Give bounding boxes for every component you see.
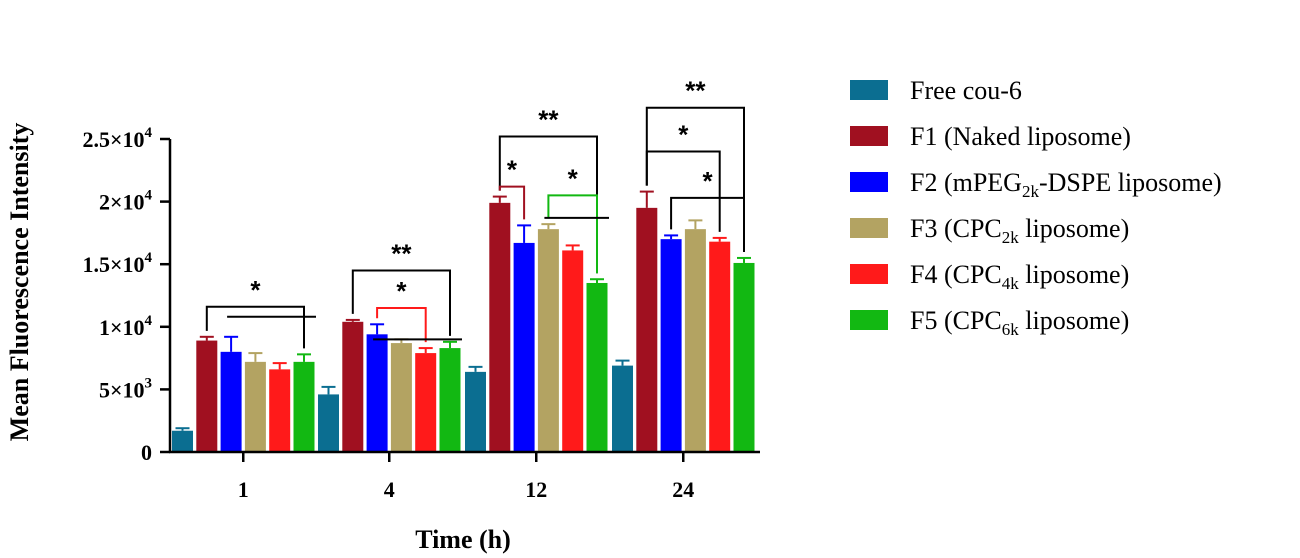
legend-label: F5 (CPC6k liposome) bbox=[910, 306, 1129, 339]
bar bbox=[172, 430, 193, 452]
y-tick-exponent: 4 bbox=[145, 188, 153, 204]
bar bbox=[244, 361, 266, 452]
legend-label-part: Free cou-6 bbox=[910, 76, 1022, 105]
bar bbox=[612, 365, 633, 452]
y-axis-title: Mean Fluorescence Intensity bbox=[5, 123, 34, 442]
legend-swatch bbox=[850, 264, 888, 284]
significance-bracket bbox=[351, 269, 451, 336]
x-tick-label: 12 bbox=[525, 477, 547, 502]
significance-label: * bbox=[702, 166, 713, 196]
y-tick-label: 5×103 bbox=[99, 375, 152, 402]
significance-label: ** bbox=[538, 104, 559, 134]
legend-swatch bbox=[850, 126, 888, 146]
significance-label: * bbox=[396, 276, 407, 306]
bar bbox=[439, 348, 461, 452]
legend-label-part: F4 (CPC bbox=[910, 260, 1002, 289]
y-tick-base: 5×10 bbox=[99, 377, 145, 402]
bar bbox=[220, 351, 242, 452]
bar bbox=[293, 361, 315, 452]
legend-label-part: liposome) bbox=[1019, 306, 1130, 335]
y-tick-label: 1.5×104 bbox=[82, 250, 152, 277]
y-tick-exponent: 4 bbox=[145, 125, 153, 141]
legend-label-part: -DSPE liposome) bbox=[1039, 168, 1222, 197]
bar bbox=[318, 394, 339, 452]
legend-label: F1 (Naked liposome) bbox=[910, 122, 1131, 151]
bar bbox=[342, 321, 364, 452]
x-tick-label: 4 bbox=[384, 477, 395, 502]
y-tick-exponent: 3 bbox=[145, 375, 153, 391]
y-tick-label: 2×104 bbox=[99, 188, 153, 215]
legend-swatch bbox=[850, 310, 888, 330]
bar bbox=[366, 334, 388, 452]
y-tick-base: 1×10 bbox=[99, 315, 145, 340]
legend-label-subscript: 2k bbox=[1022, 182, 1040, 201]
bar bbox=[537, 229, 559, 452]
significance-bracket bbox=[498, 185, 526, 220]
significance-label: ** bbox=[391, 238, 412, 268]
legend-label-subscript: 6k bbox=[1002, 320, 1020, 339]
legend-label-subscript: 2k bbox=[1002, 228, 1020, 247]
significance-bracket bbox=[645, 150, 721, 232]
legend-swatch bbox=[850, 172, 888, 192]
legend-label-part: F5 (CPC bbox=[910, 306, 1002, 335]
bars-layer bbox=[172, 190, 755, 452]
significance-label: * bbox=[250, 275, 261, 305]
significance-label: * bbox=[678, 120, 689, 150]
legend-label-subscript: 4k bbox=[1002, 274, 1020, 293]
legend-label-part: F1 (Naked liposome) bbox=[910, 122, 1131, 151]
significance-bracket bbox=[205, 305, 305, 349]
y-tick-label: 1×104 bbox=[99, 313, 153, 340]
bar bbox=[586, 282, 608, 452]
bar bbox=[684, 229, 706, 452]
bar bbox=[415, 353, 437, 452]
legend-label: F3 (CPC2k liposome) bbox=[910, 214, 1129, 247]
legend-label: Free cou-6 bbox=[910, 76, 1022, 105]
legend-label-part: liposome) bbox=[1019, 260, 1130, 289]
x-tick-label: 1 bbox=[238, 477, 249, 502]
bar bbox=[390, 343, 412, 452]
legend-label-part: F3 (CPC bbox=[910, 214, 1002, 243]
legend-label: F4 (CPC4k liposome) bbox=[910, 260, 1129, 293]
y-tick-base: 2.5×10 bbox=[82, 127, 144, 152]
y-tick-base: 2×10 bbox=[99, 190, 145, 215]
legend-label: F2 (mPEG2k-DSPE liposome) bbox=[910, 168, 1222, 201]
significance-label: ** bbox=[685, 76, 706, 106]
bar bbox=[196, 340, 218, 452]
x-axis-title: Time (h) bbox=[415, 525, 511, 554]
significance-label: * bbox=[507, 155, 518, 185]
y-tick-exponent: 4 bbox=[145, 313, 153, 329]
bar bbox=[660, 239, 682, 452]
significance-label: * bbox=[568, 163, 579, 193]
significance-bracket bbox=[645, 106, 745, 252]
significance-layer: ******* ***** bbox=[205, 76, 745, 349]
legend-swatch bbox=[850, 80, 888, 100]
y-tick-exponent: 4 bbox=[145, 250, 153, 266]
bar bbox=[465, 371, 486, 452]
legend: Free cou-6F1 (Naked liposome)F2 (mPEG2k-… bbox=[850, 76, 1222, 339]
y-tick-base: 1.5×10 bbox=[82, 252, 144, 277]
significance-bracket bbox=[376, 307, 427, 343]
legend-swatch bbox=[850, 218, 888, 238]
x-tick-label: 24 bbox=[672, 477, 694, 502]
y-tick-label: 2.5×104 bbox=[82, 125, 152, 152]
bar bbox=[562, 250, 584, 452]
y-tick-base: 0 bbox=[141, 440, 152, 465]
bar bbox=[269, 369, 291, 452]
bar bbox=[513, 242, 535, 452]
significance-bracket bbox=[547, 194, 598, 274]
bar bbox=[636, 207, 658, 452]
bar bbox=[709, 241, 731, 452]
bar bbox=[733, 262, 755, 452]
bar bbox=[489, 202, 511, 452]
y-tick-label: 0 bbox=[141, 440, 152, 465]
significance-bracket bbox=[670, 196, 745, 252]
legend-label-part: F2 (mPEG bbox=[910, 168, 1022, 197]
legend-label-part: liposome) bbox=[1019, 214, 1130, 243]
